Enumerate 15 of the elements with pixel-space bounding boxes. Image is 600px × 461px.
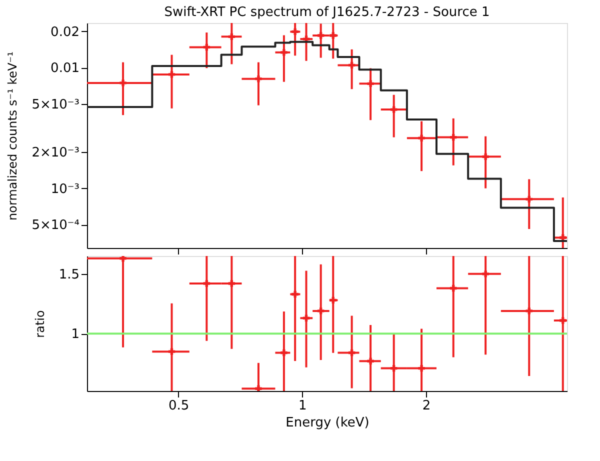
- x-tick-label: 0.5: [168, 398, 190, 414]
- chart-title: Swift-XRT PC spectrum of J1625.7-2723 - Source 1: [164, 5, 490, 20]
- y-tick-label: 10⁻³: [50, 182, 80, 197]
- y-tick-label: 1.5: [58, 267, 80, 282]
- y-tick-label: 1: [71, 327, 80, 342]
- y-tick-label: 5×10⁻³: [32, 98, 80, 113]
- y-tick-label: 0.01: [50, 61, 80, 76]
- y-tick-label: 2×10⁻³: [32, 146, 80, 161]
- x-axis-title: Energy (keV): [286, 416, 370, 430]
- x-tick-label: 1: [298, 398, 307, 414]
- y-axis-title: normalized counts s⁻¹ keV⁻¹: [6, 51, 20, 220]
- y-tick-label: 5×10⁻⁴: [32, 218, 80, 234]
- x-tick-label: 2: [422, 398, 431, 414]
- y-tick-label: 0.02: [50, 24, 80, 40]
- y-axis-title: ratio: [32, 310, 47, 338]
